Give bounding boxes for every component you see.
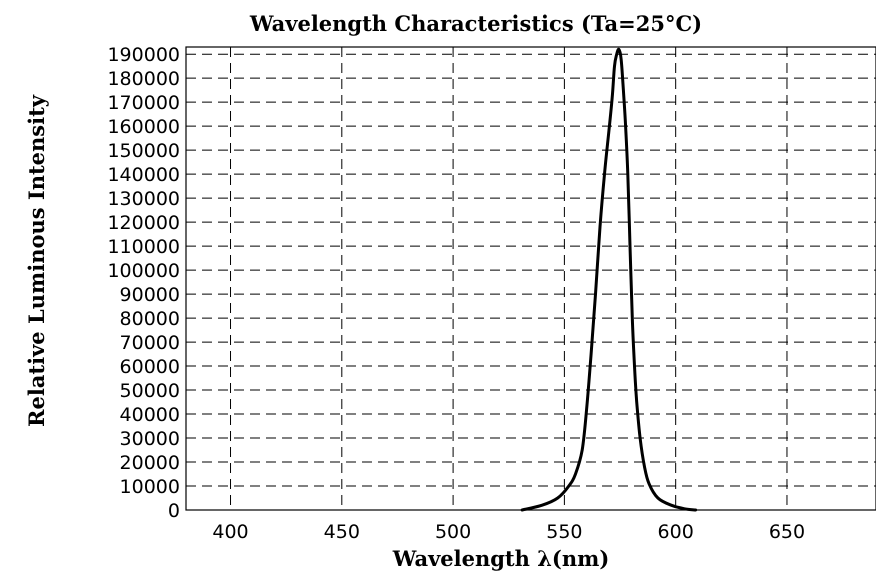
y-tick-label: 80000 xyxy=(120,308,180,330)
y-tick-label: 90000 xyxy=(120,284,180,306)
y-tick-label: 60000 xyxy=(120,356,180,378)
x-tick-label: 500 xyxy=(435,521,471,543)
x-axis-label: Wavelength λ(nm) xyxy=(392,546,610,571)
y-tick-label: 130000 xyxy=(107,188,180,210)
x-tick-label: 650 xyxy=(769,521,805,543)
y-tick-label: 20000 xyxy=(120,452,180,474)
y-tick-label: 70000 xyxy=(120,332,180,354)
y-tick-label: 170000 xyxy=(107,92,180,114)
y-tick-labels: 0100002000030000400005000060000700008000… xyxy=(107,44,180,522)
x-tick-label: 400 xyxy=(212,521,248,543)
y-tick-label: 110000 xyxy=(107,236,180,258)
y-axis-label: Relative Luminous Intensity xyxy=(24,94,49,427)
y-tick-label: 190000 xyxy=(107,44,180,66)
x-tick-label: 600 xyxy=(658,521,694,543)
grid xyxy=(186,47,876,510)
x-tick-label: 450 xyxy=(324,521,360,543)
series-line xyxy=(520,47,698,512)
y-tick-label: 140000 xyxy=(107,164,180,186)
y-tick-label: 150000 xyxy=(107,140,180,162)
plot-frame xyxy=(185,46,876,511)
chart-title: Wavelength Characteristics (Ta=25°C) xyxy=(249,11,702,36)
x-tick-labels: 400 450 500 550 600 650 xyxy=(212,521,805,543)
y-tick-label: 0 xyxy=(168,500,180,522)
y-tick-label: 120000 xyxy=(107,212,180,234)
y-tick-label: 160000 xyxy=(107,116,180,138)
y-tick-label: 100000 xyxy=(107,260,180,282)
y-tick-label: 30000 xyxy=(120,428,180,450)
y-tick-label: 40000 xyxy=(120,404,180,426)
y-tick-label: 180000 xyxy=(107,68,180,90)
x-tick-label: 550 xyxy=(546,521,582,543)
y-tick-label: 10000 xyxy=(120,476,180,498)
y-tick-label: 50000 xyxy=(120,380,180,402)
